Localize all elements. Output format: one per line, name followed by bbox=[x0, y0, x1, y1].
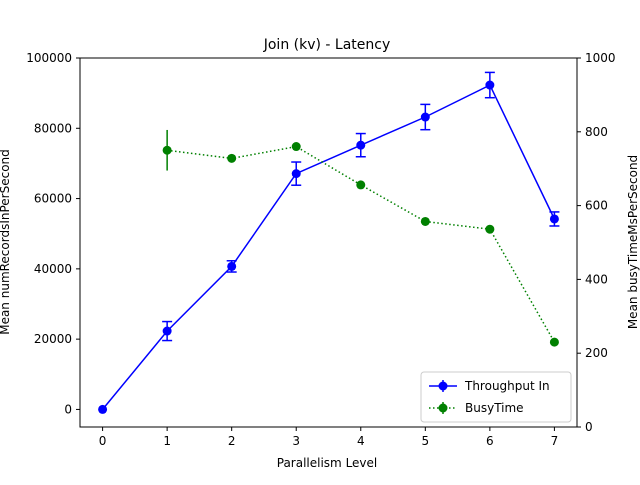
y-right-tick-label: 600 bbox=[585, 199, 608, 213]
y-left-tick-label: 40000 bbox=[34, 262, 72, 276]
y-left-tick-label: 80000 bbox=[34, 121, 72, 135]
data-point bbox=[485, 224, 495, 234]
y-left-tick-label: 60000 bbox=[34, 192, 72, 206]
legend-box bbox=[420, 371, 572, 423]
legend-label: Throughput In bbox=[464, 379, 550, 393]
legend-label: BusyTime bbox=[465, 401, 524, 415]
y-axis-label-left: Mean numRecordsInPerSecond bbox=[0, 149, 12, 335]
x-tick-label: 1 bbox=[163, 434, 171, 448]
x-tick-label: 7 bbox=[551, 434, 559, 448]
x-tick-label: 5 bbox=[421, 434, 429, 448]
y-right-tick-label: 800 bbox=[585, 125, 608, 139]
data-point bbox=[227, 261, 237, 271]
y-right-tick-label: 1000 bbox=[585, 51, 616, 65]
y-right-tick-label: 400 bbox=[585, 272, 608, 286]
x-tick-label: 2 bbox=[228, 434, 236, 448]
y-left-tick-label: 20000 bbox=[34, 332, 72, 346]
legend-marker bbox=[438, 381, 448, 391]
y-right-tick-label: 0 bbox=[585, 420, 593, 434]
data-point bbox=[356, 140, 366, 150]
data-point bbox=[291, 169, 301, 179]
x-tick-label: 3 bbox=[292, 434, 300, 448]
x-tick-label: 0 bbox=[99, 434, 107, 448]
data-point bbox=[549, 214, 559, 224]
data-point bbox=[485, 80, 495, 90]
series-line-1 bbox=[167, 145, 556, 343]
y-right-tick-label: 200 bbox=[585, 346, 608, 360]
x-axis-label: Parallelism Level bbox=[277, 456, 378, 470]
y-left-tick-label: 100000 bbox=[26, 51, 72, 65]
y-left-tick-label: 0 bbox=[64, 402, 72, 416]
series-line-0 bbox=[102, 84, 556, 410]
legend: Throughput In BusyTime bbox=[420, 371, 572, 423]
plot-frame bbox=[79, 57, 578, 428]
chart-title: Join (kv) - Latency bbox=[263, 37, 391, 53]
y-axis-label-right: Mean busyTimeMsPerSecond bbox=[626, 155, 640, 329]
x-tick-label: 6 bbox=[486, 434, 494, 448]
data-point bbox=[162, 145, 172, 155]
data-point bbox=[98, 404, 108, 414]
data-point bbox=[162, 326, 172, 336]
data-point bbox=[420, 216, 430, 226]
data-point bbox=[549, 337, 559, 347]
data-point bbox=[356, 180, 366, 190]
legend-marker bbox=[438, 403, 448, 413]
x-tick-label: 4 bbox=[357, 434, 365, 448]
data-point bbox=[227, 153, 237, 163]
data-point bbox=[291, 142, 301, 152]
data-point bbox=[420, 112, 430, 122]
plot-area: 0 1 2 3 4 5 6 7 0 20000 40000 60000 80000 100000 0 200 4… bbox=[26, 51, 615, 448]
